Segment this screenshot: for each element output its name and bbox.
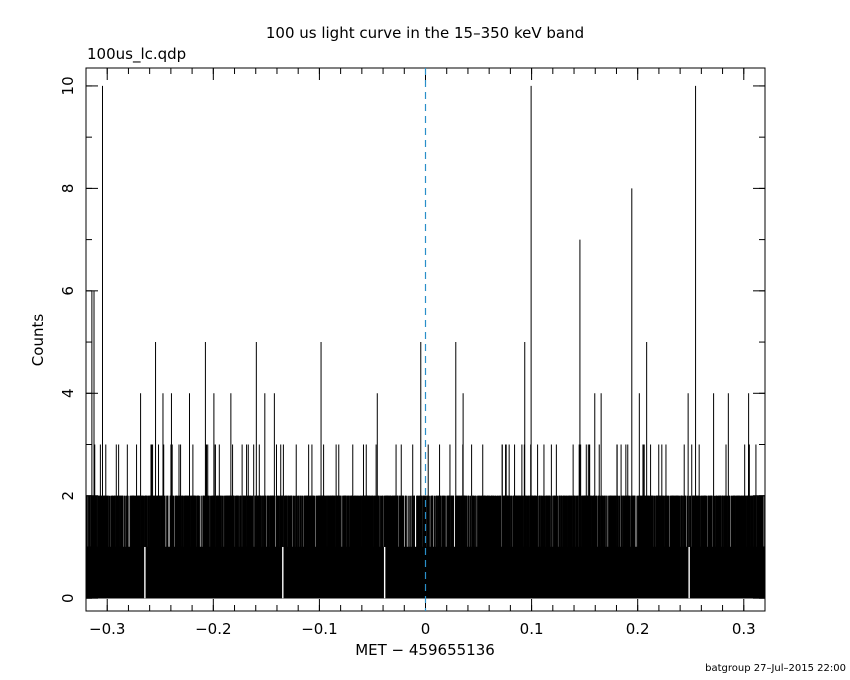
- histogram-bars: [85, 85, 766, 599]
